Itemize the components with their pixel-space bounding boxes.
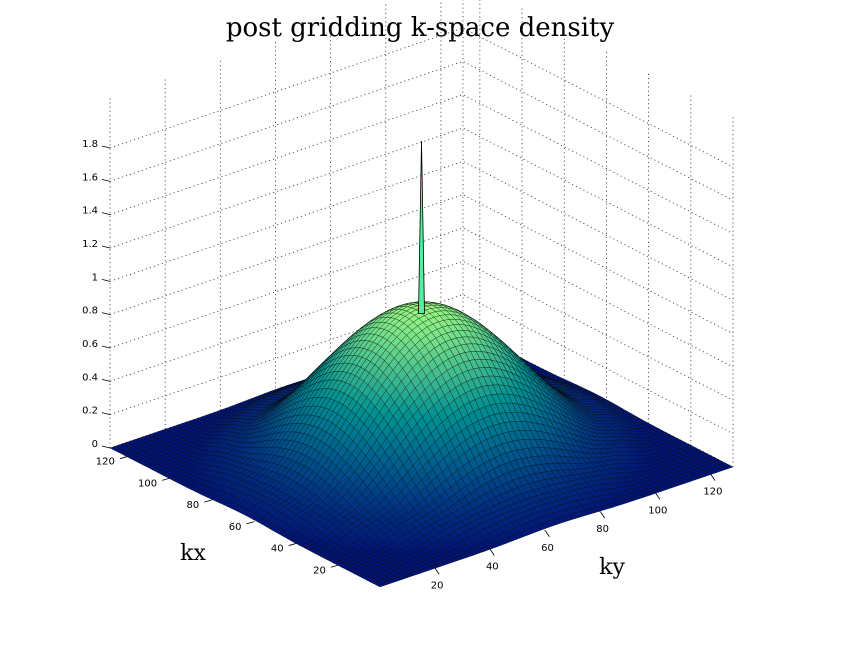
y-tick-mark [489,549,495,556]
z-tick-label: 0.4 [82,372,98,383]
z-tick-mark [101,245,111,249]
z-tick-mark [101,178,111,182]
y-tick-mark [545,530,550,537]
y-tick-mark [600,511,605,519]
x-tick-label: 20 [313,565,326,576]
axis-ticks: 0 0.2 0.4 0.6 0.8 1 1.2 1.4 1.6 1.8 20 40 60 80 100 120… [82,139,722,591]
y-tick-label: 120 [703,487,722,498]
surface-facet [375,582,386,588]
center-spike [418,140,425,314]
y-tick-mark [434,568,440,575]
x-tick-mark [288,543,296,546]
x-tick-mark [204,499,212,503]
z-tick-label: 1.8 [82,139,98,150]
x-tick-label: 120 [96,457,115,468]
z-tick-mark [101,445,111,449]
y-axis-label: ky [599,555,625,580]
x-tick-mark [330,564,338,568]
z-tick-mark [101,412,111,416]
y-tick-label: 20 [431,580,444,591]
z-tick-label: 0 [92,439,98,450]
y-tick-label: 100 [648,505,667,516]
z-tick-label: 1.4 [82,206,98,217]
chart-title: post gridding k-space density [226,13,615,43]
z-tick-mark [101,345,111,349]
z-tick-label: 0.6 [82,339,98,350]
z-tick-mark [101,212,111,216]
x-tick-label: 80 [187,500,200,511]
z-tick-mark [101,278,111,282]
surface-mesh [109,301,734,588]
z-tick-label: 0.2 [82,406,98,417]
x-tick-mark [246,521,254,525]
y-tick-mark [655,493,661,500]
x-tick-label: 40 [271,544,284,555]
z-tick-label: 0.8 [82,306,98,317]
y-tick-label: 80 [596,524,609,535]
x-tick-mark [161,478,170,481]
y-tick-label: 40 [486,562,499,573]
spike-mark [418,140,425,314]
z-tick-label: 1.2 [82,239,98,250]
x-tick-mark [119,456,127,460]
z-tick-label: 1.6 [82,172,98,183]
z-tick-mark [101,378,111,382]
x-axis-label: kx [180,541,206,566]
z-tick-label: 1 [92,272,98,283]
x-tick-label: 60 [229,522,242,533]
z-tick-mark [101,145,111,149]
z-tick-mark [101,312,111,316]
y-tick-label: 60 [541,543,554,554]
y-tick-mark [710,474,716,481]
x-tick-label: 100 [138,478,157,489]
